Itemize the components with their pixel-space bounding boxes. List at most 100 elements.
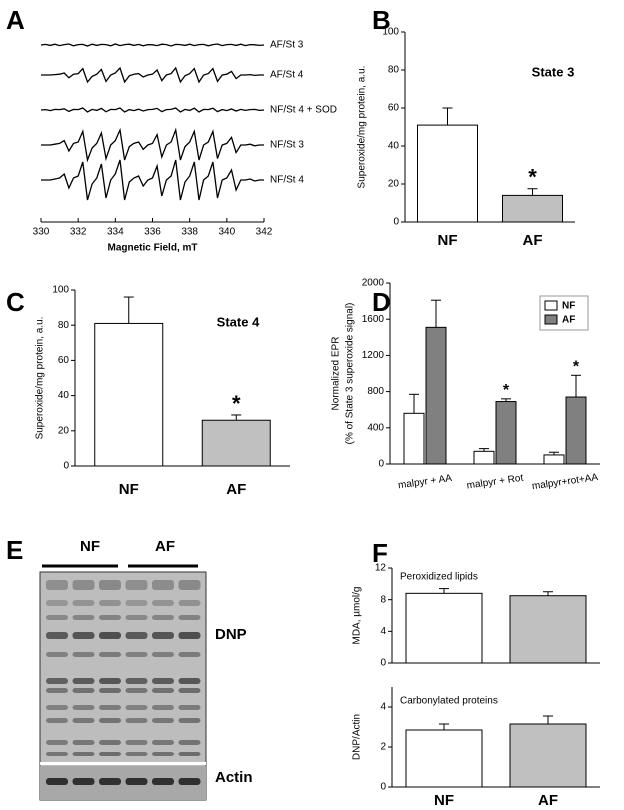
y-tick-label: 80	[58, 320, 70, 331]
panel-letter: D	[372, 287, 391, 317]
blot-band	[178, 718, 201, 723]
y-tick-label: 20	[388, 179, 400, 190]
actin-band	[99, 778, 121, 785]
y-tick-label: 0	[380, 658, 386, 669]
blot-band	[178, 632, 201, 639]
blot-band	[72, 678, 95, 684]
blot-band	[46, 752, 68, 756]
blot-band	[99, 580, 121, 590]
y-tick-label: 40	[58, 390, 70, 401]
blot-band	[152, 705, 174, 710]
panel-letter: C	[6, 287, 25, 317]
blot-band	[99, 705, 121, 710]
blot-band	[72, 718, 95, 723]
blot-band	[46, 580, 68, 590]
legend-swatch	[544, 314, 558, 325]
blot-band	[125, 600, 148, 606]
blot-band	[72, 740, 95, 745]
blot-band	[99, 600, 121, 606]
blot-band	[152, 718, 174, 723]
blot-band	[152, 678, 174, 684]
actin-band	[72, 778, 95, 785]
subplot-title: Carbonylated proteins	[400, 696, 498, 707]
y-tick-label: 100	[52, 285, 69, 296]
trace-label: NF/St 3	[270, 140, 304, 151]
x-tick-label: 338	[181, 227, 198, 238]
bar	[425, 326, 447, 465]
x-tick-label: NF	[434, 792, 454, 809]
y-tick-label: 800	[367, 386, 384, 397]
significance-mark: *	[573, 359, 580, 376]
spectrum-trace	[41, 159, 264, 201]
y-tick-label: 400	[367, 422, 384, 433]
y-tick-label: 0	[63, 461, 69, 472]
x-tick-label: AF	[523, 232, 543, 249]
band-label: Actin	[215, 769, 253, 786]
legend-label: NF	[562, 301, 575, 312]
blot-divider	[40, 762, 206, 765]
blot-band	[46, 705, 68, 710]
y-tick-label: 4	[380, 626, 386, 637]
subplot-title: Peroxidized lipids	[400, 572, 478, 583]
bar	[509, 595, 587, 664]
bar	[495, 401, 517, 465]
spectrum-trace	[41, 66, 264, 84]
group-label: NF	[80, 538, 100, 555]
x-tick-label: AF	[538, 792, 558, 809]
blot-band	[72, 615, 95, 620]
blot-band	[72, 580, 95, 590]
y-tick-label: 1200	[362, 350, 385, 361]
y-tick-label: 2000	[362, 278, 385, 289]
blot-band	[152, 752, 174, 756]
bar	[565, 396, 587, 465]
blot-membrane	[39, 571, 207, 801]
significance-mark: *	[528, 165, 537, 190]
x-tick-label: NF	[119, 481, 139, 498]
actin-band	[46, 778, 68, 785]
blot-band	[46, 652, 68, 657]
blot-band	[46, 718, 68, 723]
annotation: State 3	[532, 64, 575, 79]
blot-band	[125, 652, 148, 657]
blot-band	[46, 615, 68, 620]
blot-band	[99, 632, 121, 639]
panel-letter: E	[6, 535, 23, 565]
y-tick-label: 0	[393, 217, 399, 228]
y-tick-label: 0	[378, 459, 384, 470]
bar	[473, 450, 495, 465]
actin-band	[178, 778, 201, 785]
x-tick-label: 342	[256, 227, 273, 238]
y-tick-label: 20	[58, 425, 70, 436]
bar	[502, 194, 563, 223]
y-axis-label: MDA, µmol/g	[352, 587, 363, 645]
blot-band	[72, 632, 95, 639]
blot-band	[125, 678, 148, 684]
blot-band	[46, 600, 68, 606]
annotation: State 4	[217, 314, 260, 329]
y-tick-label: 40	[388, 141, 400, 152]
blot-band	[178, 652, 201, 657]
x-tick-label: 330	[33, 227, 50, 238]
y-axis-label: Superoxide/mg protein, a.u.	[35, 317, 46, 440]
blot-band	[72, 652, 95, 657]
bar	[543, 454, 565, 465]
panel-letter: A	[6, 5, 25, 35]
actin-band	[125, 778, 148, 785]
y-axis-label: (% of State 3 superoxide signal)	[345, 303, 356, 445]
trace-label: NF/St 4	[270, 175, 304, 186]
spectrum-trace	[41, 127, 264, 163]
x-tick-label: 334	[107, 227, 124, 238]
blot-band	[178, 752, 201, 756]
legend-label: AF	[562, 315, 575, 326]
bar	[405, 592, 483, 664]
bar	[201, 419, 271, 467]
blot-band	[125, 688, 148, 693]
blot-band	[72, 705, 95, 710]
blot-band	[72, 752, 95, 756]
blot-band	[125, 615, 148, 620]
x-tick-label: 340	[218, 227, 235, 238]
spectrum-trace	[40, 43, 265, 47]
x-tick-label: NF	[438, 232, 458, 249]
group-label: AF	[155, 538, 175, 555]
panel-letter: F	[372, 538, 388, 568]
